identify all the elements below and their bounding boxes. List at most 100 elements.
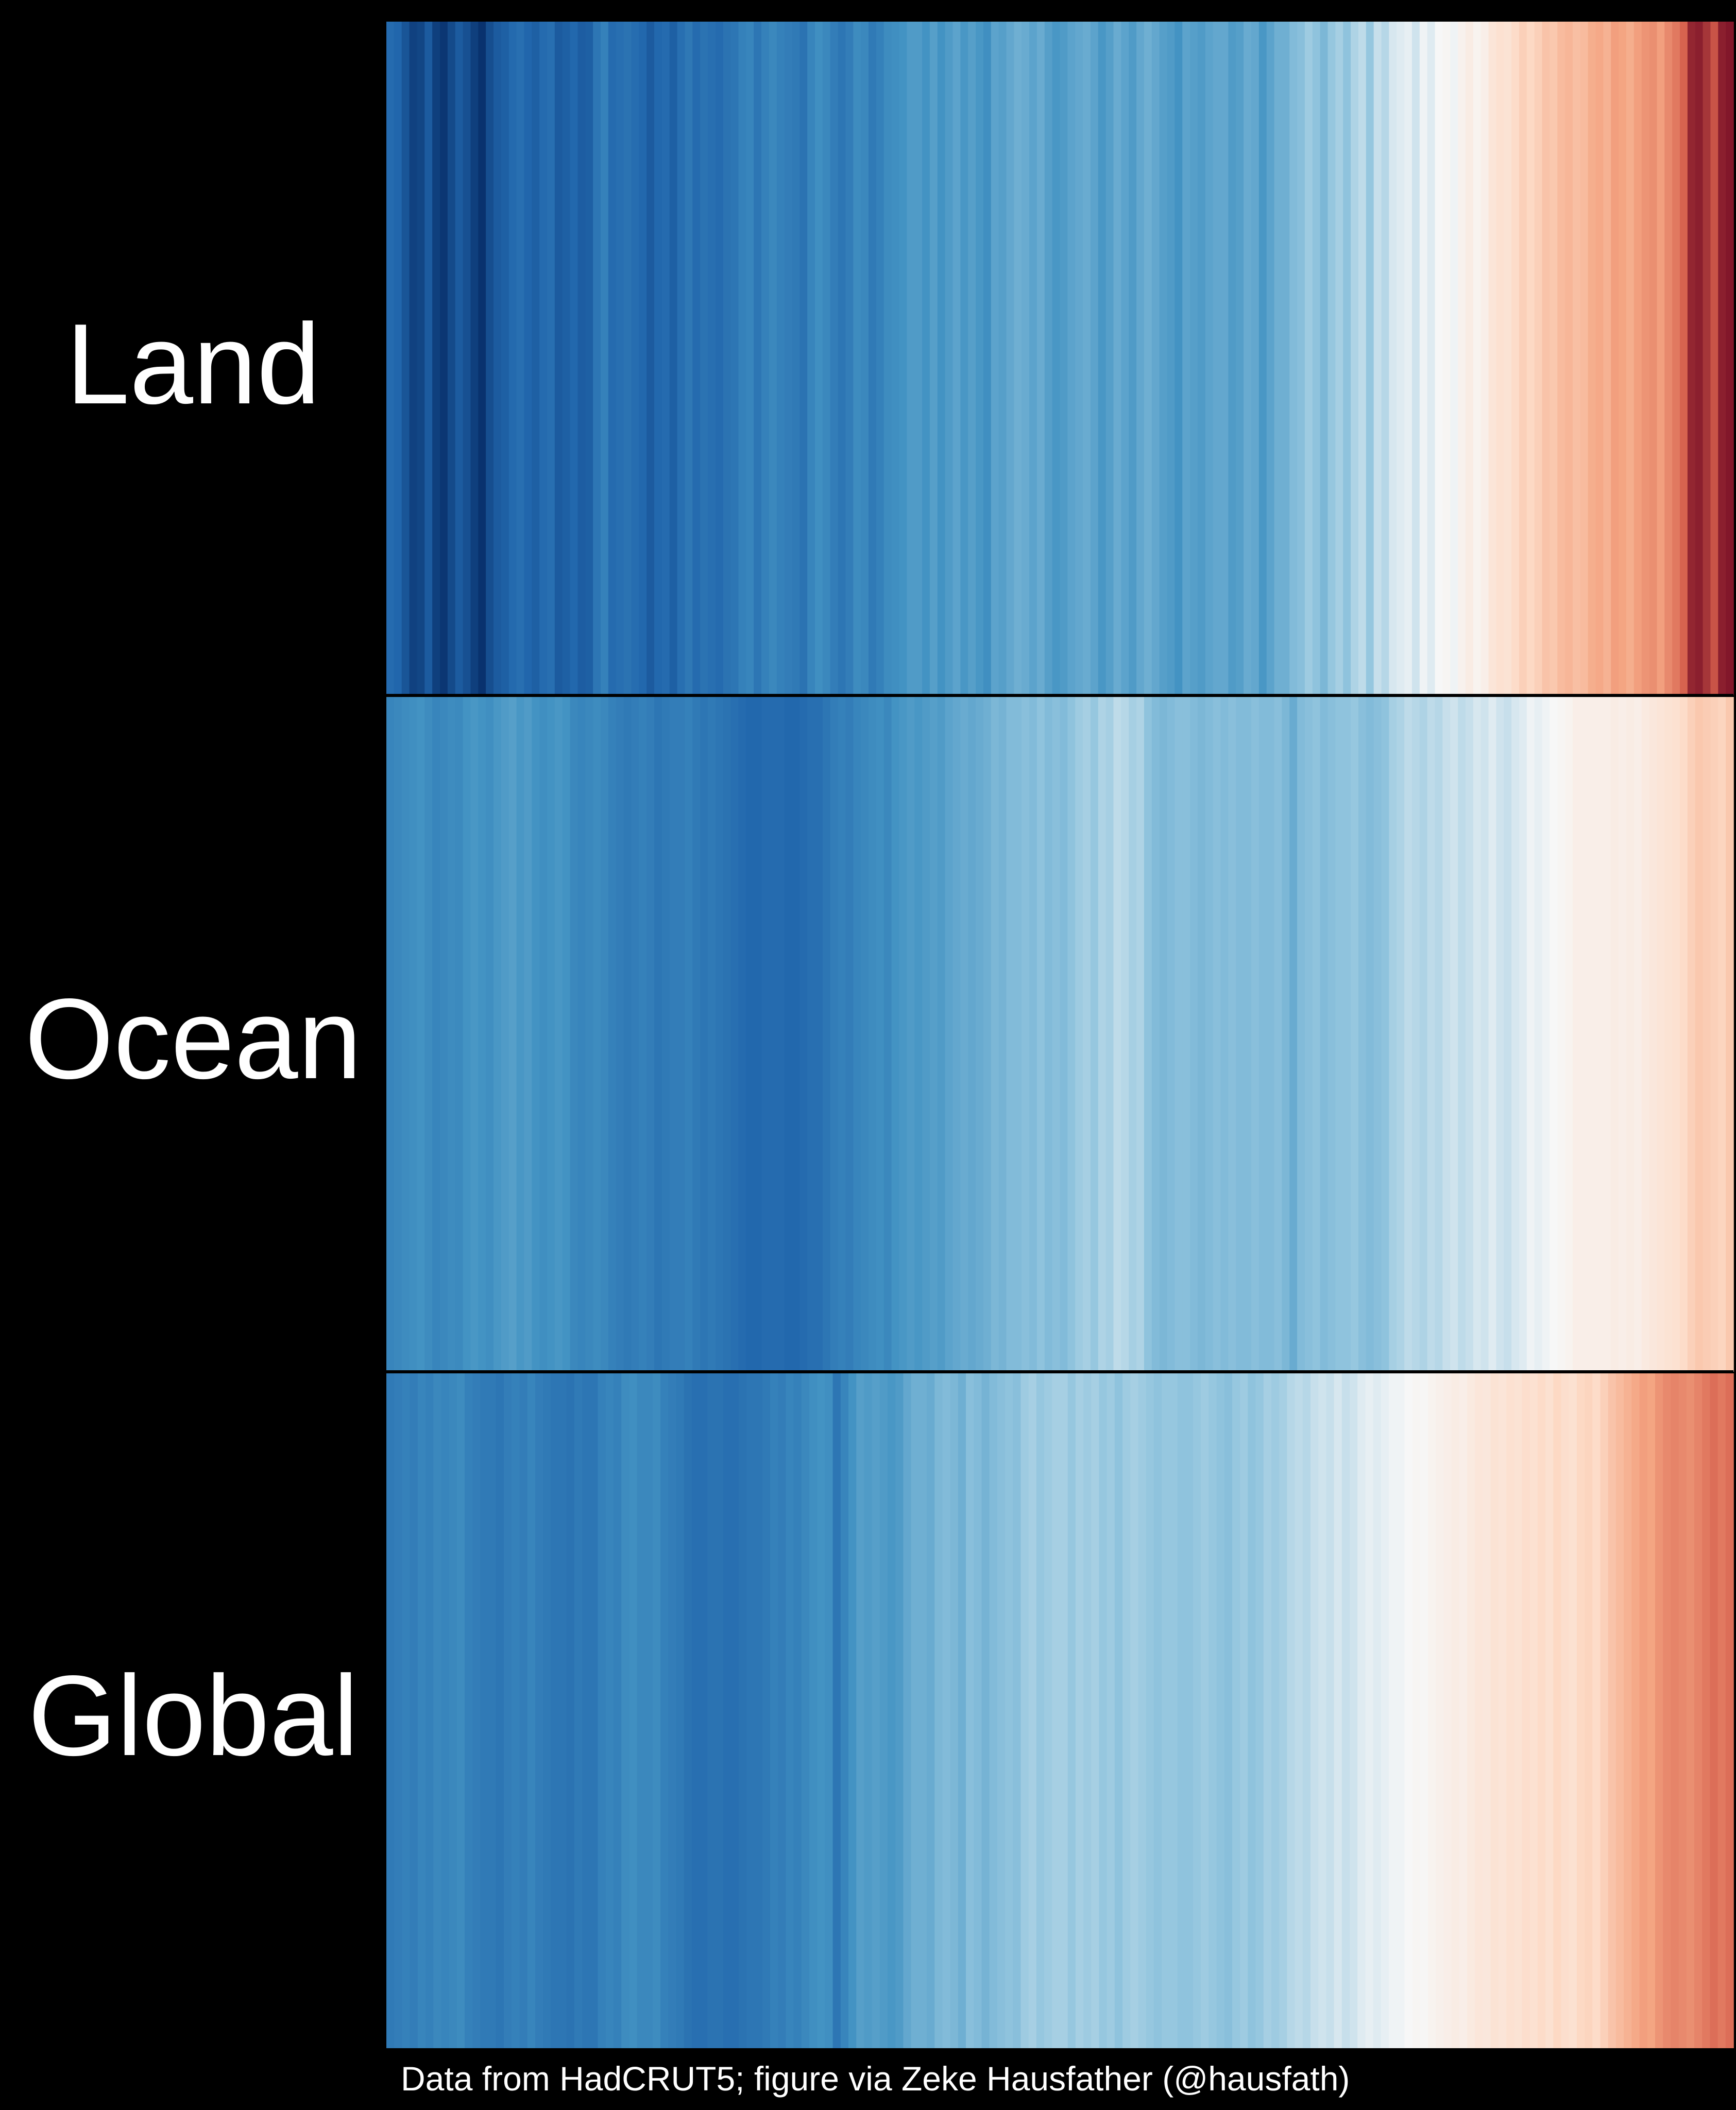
stripe-ocean-2013 xyxy=(1633,697,1642,1372)
stripe-land-1895 xyxy=(730,22,739,695)
stripe-global-2004 xyxy=(1592,1373,1601,2048)
row-separator xyxy=(386,694,1733,697)
stripe-land-1898 xyxy=(754,22,762,695)
stripe-ocean-1965 xyxy=(1266,697,1275,1372)
stripe-global-1946 xyxy=(1138,1373,1147,2048)
stripe-land-2019 xyxy=(1679,22,1688,695)
stripe-ocean-2000 xyxy=(1534,697,1543,1372)
stripe-ocean-1950 xyxy=(1151,697,1160,1372)
stripe-ocean-2014 xyxy=(1641,697,1650,1372)
stripe-ocean-2010 xyxy=(1611,697,1619,1372)
stripe-global-2019 xyxy=(1710,1373,1718,2048)
stripe-ocean-1887 xyxy=(669,697,678,1372)
stripe-global-1863 xyxy=(488,1373,497,2048)
stripe-land-1911 xyxy=(853,22,861,695)
stripe-land-1908 xyxy=(830,22,839,695)
stripe-ocean-1988 xyxy=(1442,697,1451,1372)
stripe-land-2007 xyxy=(1588,22,1596,695)
stripe-ocean-2021 xyxy=(1695,697,1704,1372)
stripe-land-2021 xyxy=(1695,22,1704,695)
stripe-land-1916 xyxy=(891,22,900,695)
stripe-ocean-1863 xyxy=(486,697,494,1372)
stripe-global-1922 xyxy=(950,1373,959,2048)
stripe-ocean-1991 xyxy=(1465,697,1474,1372)
stripe-land-2010 xyxy=(1611,22,1619,695)
stripe-ocean-1924 xyxy=(952,697,961,1372)
stripe-land-1887 xyxy=(669,22,678,695)
stripe-global-1972 xyxy=(1341,1373,1350,2048)
stripe-ocean-1956 xyxy=(1197,697,1206,1372)
stripe-land-2004 xyxy=(1565,22,1573,695)
stripe-ocean-1954 xyxy=(1182,697,1190,1372)
stripe-ocean-2009 xyxy=(1603,697,1612,1372)
stripe-ocean-1914 xyxy=(876,697,884,1372)
stripe-ocean-1957 xyxy=(1205,697,1214,1372)
stripe-land-1977 xyxy=(1358,22,1367,695)
stripe-land-1929 xyxy=(991,22,999,695)
stripe-global-1899 xyxy=(770,1373,778,2048)
stripe-ocean-1912 xyxy=(861,697,869,1372)
stripe-land-1910 xyxy=(845,22,854,695)
stripe-land-1984 xyxy=(1411,22,1420,695)
stripe-ocean-1939 xyxy=(1067,697,1076,1372)
stripe-land-1973 xyxy=(1327,22,1336,695)
stripe-ocean-1984 xyxy=(1411,697,1420,1372)
stripe-ocean-2006 xyxy=(1580,697,1589,1372)
stripe-land-1996 xyxy=(1504,22,1512,695)
stripe-land-1881 xyxy=(623,22,632,695)
stripe-land-1868 xyxy=(524,22,533,695)
stripe-land-1968 xyxy=(1289,22,1298,695)
stripe-land-2022 xyxy=(1703,22,1711,695)
stripe-ocean-1918 xyxy=(907,697,915,1372)
stripe-global-1929 xyxy=(1005,1373,1014,2048)
stripe-land-1927 xyxy=(976,22,984,695)
stripe-global-1932 xyxy=(1028,1373,1037,2048)
stripe-land-2008 xyxy=(1595,22,1604,695)
stripe-global-1967 xyxy=(1302,1373,1311,2048)
stripe-global-1962 xyxy=(1263,1373,1272,2048)
stripe-global-1869 xyxy=(535,1373,543,2048)
stripe-land-2025 xyxy=(1726,22,1734,695)
stripe-land-1866 xyxy=(508,22,517,695)
stripe-land-1954 xyxy=(1182,22,1190,695)
stripe-land-1939 xyxy=(1067,22,1076,695)
stripe-land-1907 xyxy=(822,22,831,695)
stripe-global-1912 xyxy=(872,1373,880,2048)
stripe-ocean-1929 xyxy=(991,697,999,1372)
stripe-land-2016 xyxy=(1657,22,1665,695)
stripe-global-1881 xyxy=(629,1373,638,2048)
stripe-global-1934 xyxy=(1044,1373,1053,2048)
stripe-global-2007 xyxy=(1615,1373,1624,2048)
stripe-global-1860 xyxy=(465,1373,473,2048)
stripe-global-1935 xyxy=(1052,1373,1061,2048)
stripe-land-1875 xyxy=(577,22,586,695)
stripe-land-1893 xyxy=(715,22,724,695)
stripe-global-1880 xyxy=(621,1373,630,2048)
stripe-ocean-1872 xyxy=(554,697,563,1372)
stripe-global-1891 xyxy=(707,1373,716,2048)
stripe-ocean-1895 xyxy=(730,697,739,1372)
stripe-ocean-1992 xyxy=(1473,697,1482,1372)
stripe-ocean-1963 xyxy=(1251,697,1260,1372)
stripe-land-1934 xyxy=(1029,22,1037,695)
stripe-land-1938 xyxy=(1060,22,1068,695)
stripe-land-1920 xyxy=(922,22,930,695)
stripe-global-1969 xyxy=(1318,1373,1327,2048)
stripe-global-1979 xyxy=(1397,1373,1405,2048)
stripe-ocean-1925 xyxy=(960,697,969,1372)
stripe-global-2008 xyxy=(1624,1373,1632,2048)
stripe-land-1928 xyxy=(983,22,992,695)
stripe-ocean-1987 xyxy=(1435,697,1443,1372)
stripe-global-1952 xyxy=(1185,1373,1194,2048)
stripe-ocean-1990 xyxy=(1458,697,1466,1372)
stripe-ocean-2001 xyxy=(1542,697,1551,1372)
stripe-ocean-1934 xyxy=(1029,697,1037,1372)
stripe-global-1920 xyxy=(934,1373,943,2048)
stripe-land-1888 xyxy=(677,22,686,695)
stripe-ocean-1960 xyxy=(1228,697,1237,1372)
stripe-global-1978 xyxy=(1389,1373,1398,2048)
stripe-global-1995 xyxy=(1522,1373,1530,2048)
stripe-ocean-1904 xyxy=(799,697,808,1372)
stripe-land-1850 xyxy=(386,22,395,695)
